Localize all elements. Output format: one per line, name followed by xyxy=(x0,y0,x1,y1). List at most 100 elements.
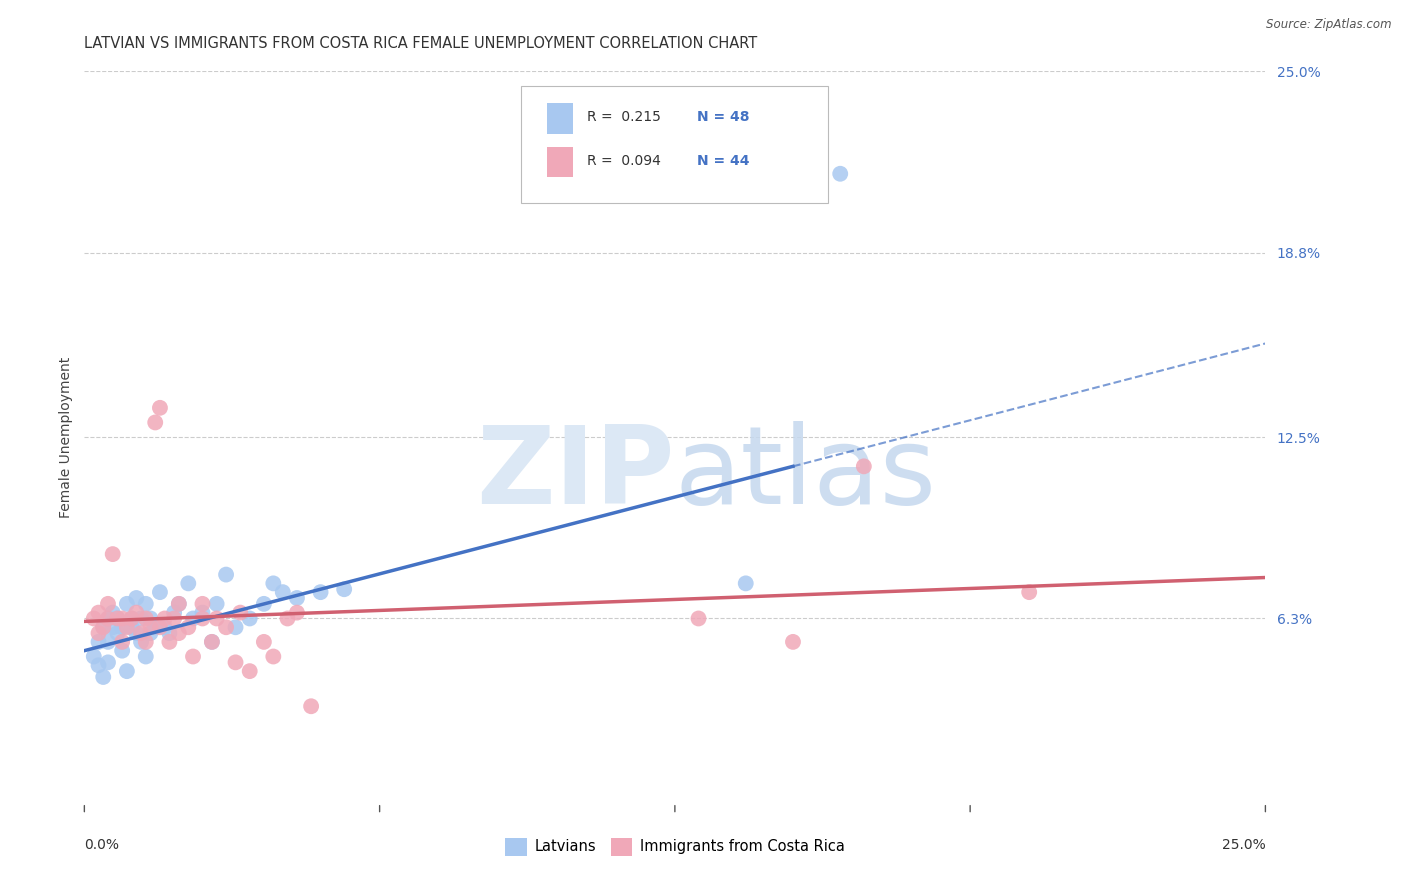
Point xyxy=(107,611,129,625)
Point xyxy=(852,459,875,474)
Point xyxy=(139,626,162,640)
Point xyxy=(191,611,214,625)
Point xyxy=(177,620,200,634)
Point xyxy=(191,597,214,611)
Point xyxy=(149,585,172,599)
Text: LATVIAN VS IMMIGRANTS FROM COSTA RICA FEMALE UNEMPLOYMENT CORRELATION CHART: LATVIAN VS IMMIGRANTS FROM COSTA RICA FE… xyxy=(84,36,758,51)
Point xyxy=(115,664,138,678)
Point xyxy=(309,585,332,599)
Point xyxy=(125,606,148,620)
Point xyxy=(163,611,186,625)
Point xyxy=(97,611,120,625)
Point xyxy=(734,576,756,591)
Point xyxy=(153,611,176,625)
Point xyxy=(121,620,143,634)
Point xyxy=(111,643,134,657)
Point xyxy=(101,606,124,620)
Point xyxy=(87,626,110,640)
Point xyxy=(129,626,152,640)
Point xyxy=(205,611,228,625)
Point xyxy=(201,635,224,649)
Point xyxy=(253,635,276,649)
Point xyxy=(139,611,162,625)
Point xyxy=(271,585,294,599)
Point xyxy=(139,620,162,634)
Point xyxy=(111,635,134,649)
Point xyxy=(87,606,110,620)
Point xyxy=(239,611,262,625)
Point xyxy=(101,620,124,634)
Point xyxy=(181,649,204,664)
Point xyxy=(149,401,172,415)
Point xyxy=(276,611,298,625)
Point xyxy=(107,611,129,625)
Point xyxy=(97,656,120,670)
Point xyxy=(830,167,852,181)
Point xyxy=(87,658,110,673)
FancyBboxPatch shape xyxy=(547,103,574,134)
Point xyxy=(135,597,157,611)
Point xyxy=(91,670,114,684)
Point xyxy=(239,664,262,678)
Point xyxy=(205,597,228,611)
Text: 25.0%: 25.0% xyxy=(1222,838,1265,852)
Point xyxy=(1018,585,1040,599)
Text: atlas: atlas xyxy=(675,421,936,526)
Point xyxy=(87,635,110,649)
FancyBboxPatch shape xyxy=(522,86,828,203)
Point xyxy=(129,635,152,649)
Text: R =  0.215: R = 0.215 xyxy=(588,111,661,125)
Point xyxy=(225,656,247,670)
Point xyxy=(143,416,166,430)
Point xyxy=(97,611,120,625)
Point xyxy=(215,567,238,582)
Point xyxy=(143,620,166,634)
Point xyxy=(215,620,238,634)
Text: ZIP: ZIP xyxy=(477,421,675,526)
Point xyxy=(333,582,356,597)
Point xyxy=(149,620,172,634)
Point xyxy=(229,606,252,620)
Point xyxy=(121,611,143,625)
Text: 0.0%: 0.0% xyxy=(84,838,120,852)
Point xyxy=(91,620,114,634)
Legend: Latvians, Immigrants from Costa Rica: Latvians, Immigrants from Costa Rica xyxy=(499,832,851,862)
Point xyxy=(253,597,276,611)
Point xyxy=(121,611,143,625)
Point xyxy=(262,576,284,591)
Text: Source: ZipAtlas.com: Source: ZipAtlas.com xyxy=(1267,18,1392,31)
Point xyxy=(157,626,180,640)
Point xyxy=(115,620,138,634)
Point xyxy=(299,699,322,714)
Point xyxy=(225,620,247,634)
Point xyxy=(782,635,804,649)
Point xyxy=(262,649,284,664)
Point xyxy=(167,597,190,611)
Point xyxy=(125,591,148,605)
Point xyxy=(101,547,124,561)
Point xyxy=(129,611,152,625)
Point xyxy=(157,635,180,649)
Point xyxy=(191,606,214,620)
Point xyxy=(91,620,114,634)
Text: R =  0.094: R = 0.094 xyxy=(588,154,661,169)
Point xyxy=(167,626,190,640)
Point xyxy=(107,626,129,640)
Point xyxy=(167,597,190,611)
Point xyxy=(153,620,176,634)
Point xyxy=(285,606,308,620)
Point xyxy=(135,611,157,625)
Point xyxy=(688,611,710,625)
Point xyxy=(115,597,138,611)
Point xyxy=(181,611,204,625)
Point xyxy=(177,576,200,591)
Point xyxy=(163,606,186,620)
Point xyxy=(83,611,105,625)
Point xyxy=(111,620,134,634)
Text: N = 48: N = 48 xyxy=(697,111,749,125)
Y-axis label: Female Unemployment: Female Unemployment xyxy=(59,357,73,517)
Text: N = 44: N = 44 xyxy=(697,154,749,169)
Point xyxy=(83,649,105,664)
Point xyxy=(285,591,308,605)
FancyBboxPatch shape xyxy=(547,146,574,178)
